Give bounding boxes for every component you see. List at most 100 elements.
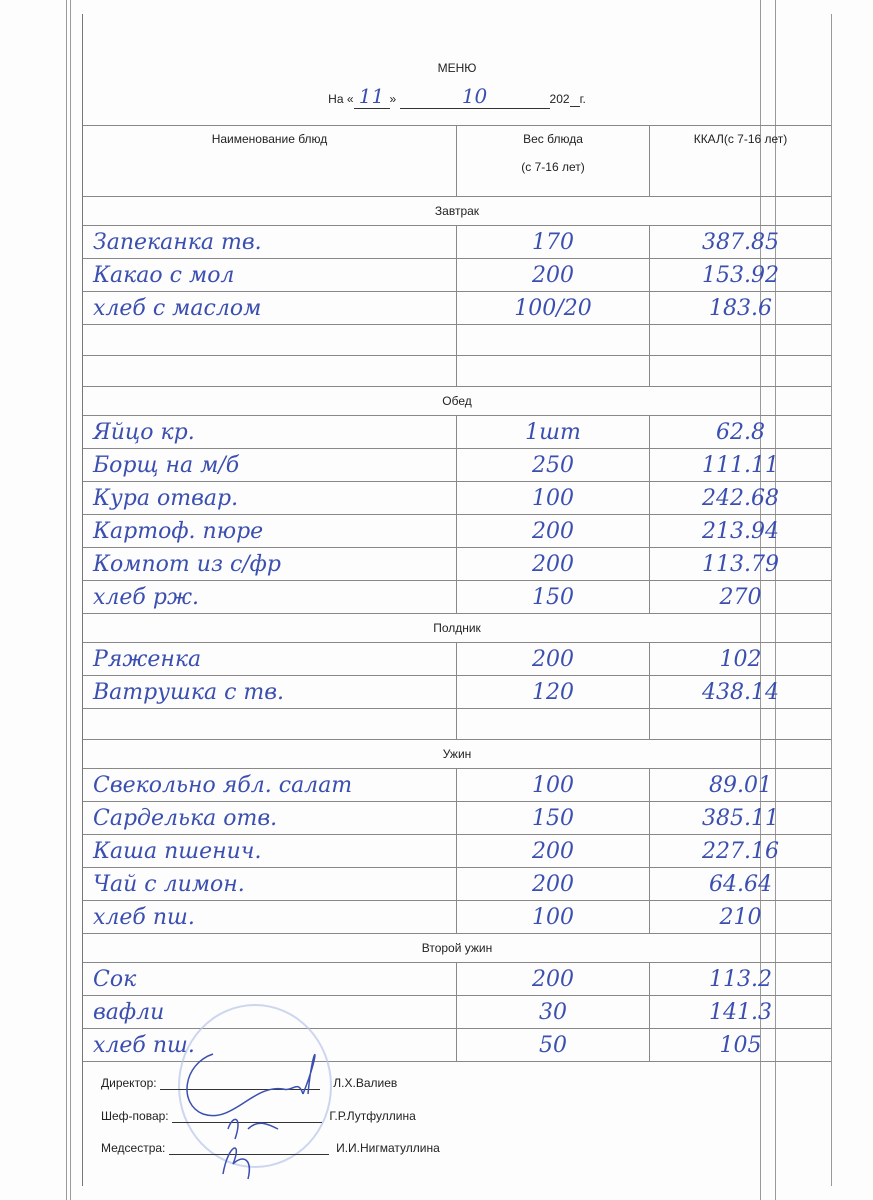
- empty-cell: [649, 355, 831, 387]
- menu-row: Яйцо кр. 1шт 62.8: [83, 415, 831, 449]
- dish-kcal-cell: 270: [649, 580, 831, 614]
- dish-name-cell: Запеканка тв.: [83, 225, 457, 259]
- dish-kcal-cell: 210: [649, 900, 831, 934]
- dish-name-cell: Компот из с/фр: [83, 547, 457, 581]
- dish-weight-cell: 100/20: [456, 291, 650, 325]
- section-header: Полдник: [83, 613, 831, 643]
- menu-date: На «11» 10 202 г.: [83, 84, 831, 109]
- dish-weight: 50: [539, 1032, 567, 1058]
- dish-kcal-cell: 113.79: [649, 547, 831, 581]
- dish-kcal-cell: 183.6: [649, 291, 831, 325]
- stamp-seal: [178, 1004, 332, 1168]
- dish-weight-cell: 200: [456, 258, 650, 292]
- dish-weight: 200: [532, 646, 574, 672]
- dish-name: вафли: [93, 999, 165, 1025]
- dish-weight-cell: 200: [456, 962, 650, 996]
- dish-weight: 250: [532, 452, 574, 478]
- dish-name: хлеб рж.: [93, 584, 199, 610]
- dish-name-cell: Свекольно ябл. салат: [83, 768, 457, 802]
- column-header-weight: Вес блюда (с 7-16 лет): [456, 125, 650, 197]
- dish-weight-cell: 100: [456, 481, 650, 515]
- dish-weight-cell: 100: [456, 768, 650, 802]
- dish-kcal-cell: 385.11: [649, 801, 831, 835]
- dish-name-cell: Яйцо кр.: [83, 415, 457, 449]
- dish-name: Запеканка тв.: [93, 229, 262, 255]
- dish-weight-cell: 250: [456, 448, 650, 482]
- dish-kcal: 227.16: [702, 838, 779, 864]
- column-header-name: Наименование блюд: [83, 125, 457, 197]
- date-mid: »: [389, 92, 397, 106]
- column-header-kcal: ККАЛ(с 7-16 лет): [649, 125, 831, 197]
- dish-kcal: 113.79: [702, 551, 779, 577]
- menu-sheet: МЕНЮ На «11» 10 202 г. Наименование блюд …: [82, 14, 832, 1186]
- section-title: Завтрак: [83, 196, 831, 226]
- dish-kcal-cell: 153.92: [649, 258, 831, 292]
- dish-kcal: 102: [719, 646, 762, 672]
- dish-weight-cell: 1шт: [456, 415, 650, 449]
- dish-name: Кура отвар.: [93, 485, 239, 511]
- menu-table: Наименование блюд Вес блюда (с 7-16 лет) …: [83, 125, 831, 1062]
- dish-name-cell: Кура отвар.: [83, 481, 457, 515]
- section-title: Второй ужин: [83, 933, 831, 963]
- dish-weight-cell: 100: [456, 900, 650, 934]
- dish-kcal-cell: 111.11: [649, 448, 831, 482]
- menu-row: Ряженка 200 102: [83, 642, 831, 676]
- dish-weight: 200: [532, 551, 574, 577]
- signature-line: [159, 1089, 320, 1090]
- empty-row: [83, 355, 831, 387]
- menu-row: Чай с лимон. 200 64.64: [83, 867, 831, 901]
- empty-cell: [456, 708, 650, 740]
- dish-kcal-cell: 62.8: [649, 415, 831, 449]
- empty-cell: [83, 708, 457, 740]
- signature-nurse: Медсестра: И.И.Нигматуллина: [101, 1141, 440, 1155]
- dish-kcal-cell: 102: [649, 642, 831, 676]
- signature-director: Директор: Л.Х.Валиев: [101, 1076, 397, 1090]
- dish-kcal-cell: 64.64: [649, 867, 831, 901]
- dish-kcal-cell: 113.2: [649, 962, 831, 996]
- dish-kcal: 89.01: [709, 772, 772, 798]
- dish-name-cell: Сок: [83, 962, 457, 996]
- table-header: Наименование блюд Вес блюда (с 7-16 лет) …: [83, 125, 831, 197]
- section-header: Второй ужин: [83, 933, 831, 963]
- empty-cell: [649, 708, 831, 740]
- empty-row: [83, 708, 831, 740]
- section-title: Ужин: [83, 739, 831, 769]
- dish-kcal: 62.8: [716, 419, 765, 445]
- dish-weight: 170: [532, 229, 574, 255]
- dish-weight-cell: 200: [456, 547, 650, 581]
- weight-sublabel: (с 7-16 лет): [521, 160, 585, 174]
- dish-name: Каша пшенич.: [93, 838, 262, 864]
- dish-weight-cell: 200: [456, 867, 650, 901]
- dish-kcal: 438.14: [702, 679, 779, 705]
- dish-weight: 100: [532, 904, 574, 930]
- dish-name-cell: Сарделька отв.: [83, 801, 457, 835]
- empty-row: [83, 324, 831, 356]
- dish-weight: 100: [532, 772, 574, 798]
- dish-kcal: 210: [719, 904, 762, 930]
- section-header: Завтрак: [83, 196, 831, 226]
- dish-weight: 200: [532, 518, 574, 544]
- dish-weight: 150: [532, 584, 574, 610]
- menu-row: Картоф. пюре 200 213.94: [83, 514, 831, 548]
- dish-weight-cell: 170: [456, 225, 650, 259]
- weight-label: Вес блюда: [523, 132, 583, 146]
- menu-row: Каша пшенич. 200 227.16: [83, 834, 831, 868]
- scan-edge-line: [66, 0, 67, 1200]
- dish-weight-cell: 50: [456, 1028, 650, 1062]
- handwritten-signatures: [186, 1053, 316, 1180]
- dish-name: Сок: [93, 966, 137, 992]
- dish-weight: 30: [539, 999, 567, 1025]
- dish-weight-cell: 200: [456, 642, 650, 676]
- date-year-suffix: г.: [579, 92, 586, 106]
- signature-name: И.И.Нигматуллина: [336, 1141, 440, 1155]
- menu-row: Ватрушка с тв. 120 438.14: [83, 675, 831, 709]
- dish-kcal-cell: 89.01: [649, 768, 831, 802]
- dish-name-cell: Какао с мол: [83, 258, 457, 292]
- dish-weight: 200: [532, 871, 574, 897]
- dish-kcal: 113.2: [709, 966, 772, 992]
- empty-cell: [456, 324, 650, 356]
- empty-cell: [649, 324, 831, 356]
- menu-row: Свекольно ябл. салат 100 89.01: [83, 768, 831, 802]
- menu-row: Сок 200 113.2: [83, 962, 831, 996]
- dish-weight: 120: [532, 679, 574, 705]
